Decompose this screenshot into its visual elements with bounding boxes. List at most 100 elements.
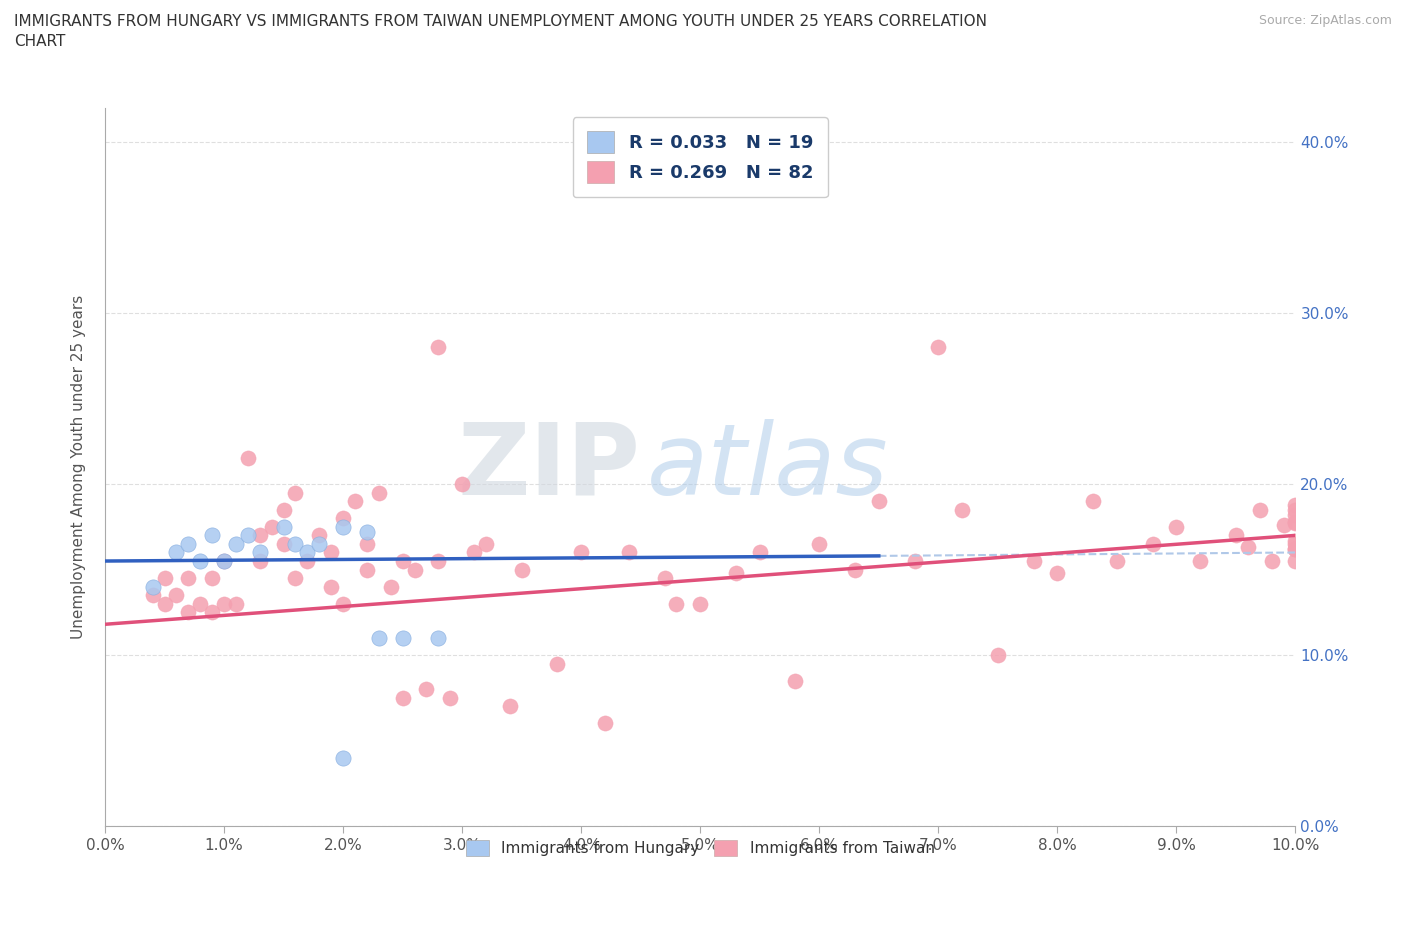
- Point: [451, 477, 474, 492]
- Point: [225, 596, 247, 611]
- Point: [475, 537, 498, 551]
- Point: [153, 571, 176, 586]
- Point: [188, 553, 211, 568]
- Point: [236, 528, 259, 543]
- Point: [569, 545, 592, 560]
- Point: [724, 565, 747, 580]
- Point: [1081, 494, 1104, 509]
- Point: [297, 545, 319, 560]
- Point: [249, 528, 271, 543]
- Point: [177, 571, 200, 586]
- Point: [249, 545, 271, 560]
- Point: [415, 682, 437, 697]
- Point: [1284, 508, 1306, 523]
- Point: [427, 631, 450, 645]
- Point: [188, 596, 211, 611]
- Point: [510, 562, 533, 577]
- Point: [427, 339, 450, 354]
- Point: [665, 596, 688, 611]
- Point: [903, 553, 925, 568]
- Text: Source: ZipAtlas.com: Source: ZipAtlas.com: [1258, 14, 1392, 27]
- Point: [1284, 541, 1306, 556]
- Point: [343, 494, 366, 509]
- Point: [1225, 528, 1247, 543]
- Point: [249, 553, 271, 568]
- Point: [236, 451, 259, 466]
- Point: [950, 502, 973, 517]
- Point: [1166, 519, 1188, 534]
- Point: [927, 339, 949, 354]
- Point: [380, 579, 402, 594]
- Point: [273, 519, 295, 534]
- Text: atlas: atlas: [647, 418, 889, 515]
- Point: [212, 596, 235, 611]
- Point: [1237, 540, 1260, 555]
- Point: [1046, 565, 1069, 580]
- Point: [785, 673, 807, 688]
- Point: [356, 525, 378, 539]
- Point: [321, 579, 343, 594]
- Point: [617, 545, 640, 560]
- Point: [987, 647, 1010, 662]
- Point: [332, 519, 354, 534]
- Point: [427, 553, 450, 568]
- Point: [1142, 537, 1164, 551]
- Point: [546, 657, 568, 671]
- Point: [868, 494, 890, 509]
- Point: [225, 537, 247, 551]
- Point: [142, 588, 165, 603]
- Point: [212, 553, 235, 568]
- Point: [463, 545, 485, 560]
- Point: [284, 485, 307, 500]
- Point: [593, 716, 616, 731]
- Point: [844, 562, 866, 577]
- Point: [1284, 516, 1306, 531]
- Y-axis label: Unemployment Among Youth under 25 years: Unemployment Among Youth under 25 years: [72, 295, 86, 639]
- Point: [1105, 553, 1128, 568]
- Point: [391, 553, 413, 568]
- Point: [1284, 498, 1306, 512]
- Point: [367, 631, 389, 645]
- Point: [284, 537, 307, 551]
- Text: IMMIGRANTS FROM HUNGARY VS IMMIGRANTS FROM TAIWAN UNEMPLOYMENT AMONG YOUTH UNDER: IMMIGRANTS FROM HUNGARY VS IMMIGRANTS FR…: [14, 14, 987, 48]
- Point: [808, 537, 831, 551]
- Point: [177, 604, 200, 619]
- Point: [201, 604, 224, 619]
- Point: [1249, 502, 1271, 517]
- Point: [165, 545, 187, 560]
- Point: [332, 751, 354, 765]
- Point: [654, 571, 676, 586]
- Point: [142, 579, 165, 594]
- Point: [404, 562, 426, 577]
- Point: [391, 690, 413, 705]
- Point: [284, 571, 307, 586]
- Point: [356, 537, 378, 551]
- Point: [212, 553, 235, 568]
- Point: [1284, 533, 1306, 548]
- Point: [499, 699, 522, 714]
- Point: [1284, 537, 1306, 551]
- Point: [308, 537, 330, 551]
- Point: [332, 596, 354, 611]
- Point: [260, 519, 283, 534]
- Point: [201, 528, 224, 543]
- Point: [308, 528, 330, 543]
- Point: [1022, 553, 1045, 568]
- Text: ZIP: ZIP: [458, 418, 641, 515]
- Point: [439, 690, 461, 705]
- Point: [1284, 541, 1306, 556]
- Point: [201, 571, 224, 586]
- Point: [297, 553, 319, 568]
- Point: [165, 588, 187, 603]
- Point: [1284, 514, 1306, 529]
- Point: [391, 631, 413, 645]
- Point: [273, 502, 295, 517]
- Point: [332, 511, 354, 525]
- Point: [1284, 502, 1306, 517]
- Point: [748, 545, 770, 560]
- Point: [367, 485, 389, 500]
- Point: [153, 596, 176, 611]
- Point: [356, 562, 378, 577]
- Point: [689, 596, 711, 611]
- Legend: Immigrants from Hungary, Immigrants from Taiwan: Immigrants from Hungary, Immigrants from…: [454, 829, 946, 869]
